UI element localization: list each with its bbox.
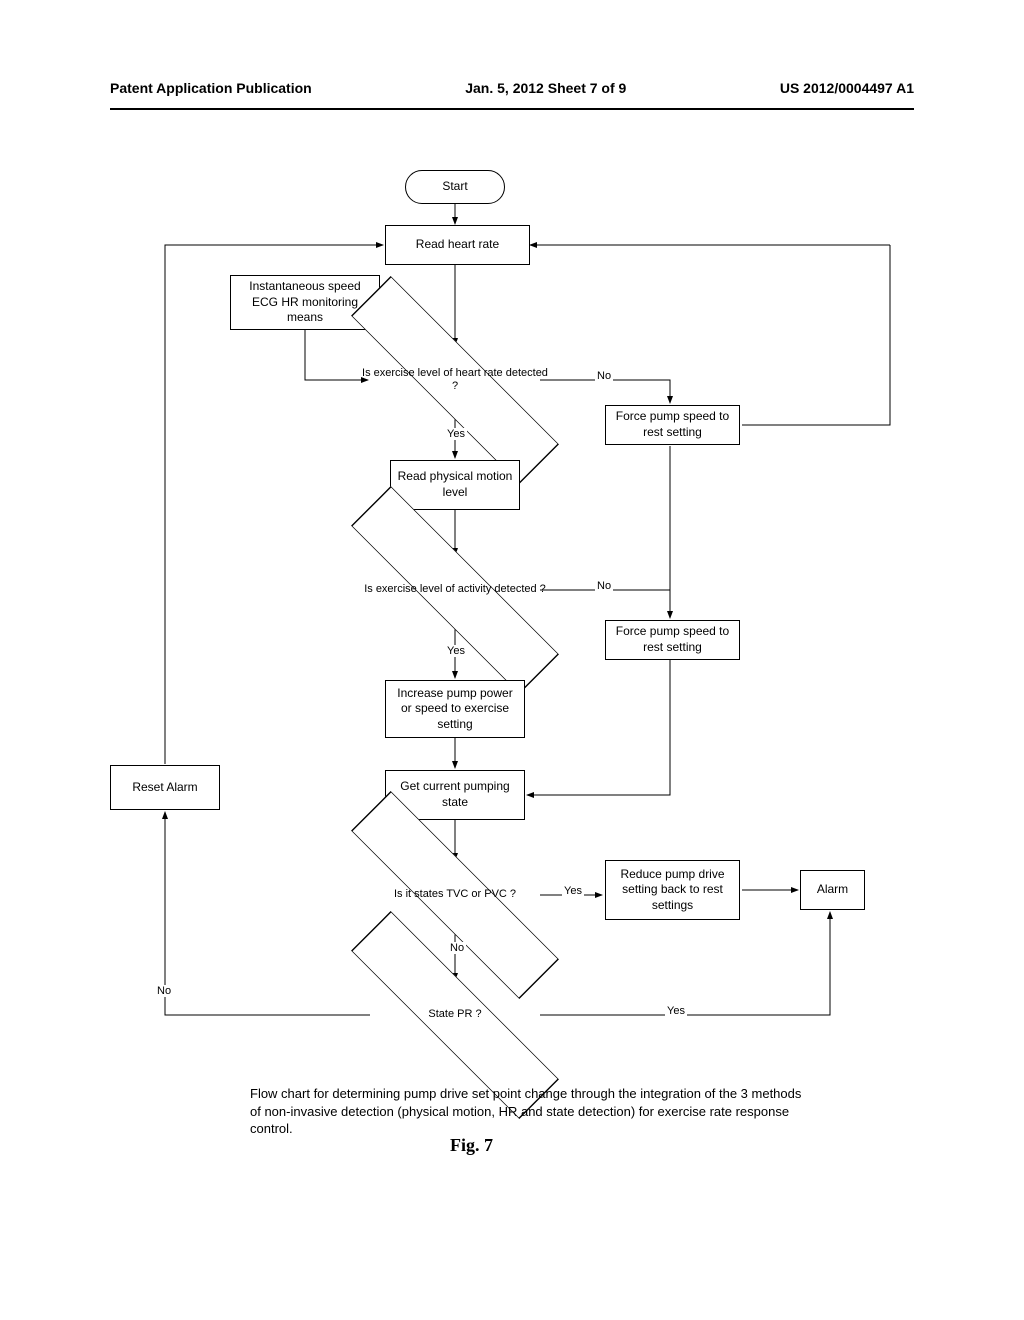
alarm-label: Alarm [817,882,848,898]
label-no-2: No [595,580,613,592]
label-yes-2: Yes [445,645,467,657]
pr-decision-label: State PR ? [360,975,550,1055]
hr-decision: Is exercise level of heart rate detected… [370,340,540,420]
hr-decision-label: Is exercise level of heart rate detected… [360,340,550,420]
force1-label: Force pump speed to rest setting [612,409,733,440]
label-no-3: No [448,942,466,954]
alarm-node: Alarm [800,870,865,910]
activity-decision: Is exercise level of activity detected ? [370,550,540,630]
force2-node: Force pump speed to rest setting [605,620,740,660]
reduce-node: Reduce pump drive setting back to rest s… [605,860,740,920]
increase-node: Increase pump power or speed to exercise… [385,680,525,738]
flowchart: Start Read heart rate Instantaneous spee… [110,160,910,1160]
hr-means-label: Instantaneous speed ECG HR monitoring me… [237,279,373,326]
label-yes-4: Yes [665,1005,687,1017]
label-no-4: No [155,985,173,997]
read-hr-node: Read heart rate [385,225,530,265]
header-center: Jan. 5, 2012 Sheet 7 of 9 [465,80,626,96]
page-header: Patent Application Publication Jan. 5, 2… [110,80,914,110]
start-label: Start [442,179,467,195]
start-node: Start [405,170,505,204]
figure-caption: Flow chart for determining pump drive se… [250,1085,810,1138]
activity-decision-label: Is exercise level of activity detected ? [360,550,550,630]
pr-decision: State PR ? [370,975,540,1055]
label-no-1: No [595,370,613,382]
reset-node: Reset Alarm [110,765,220,810]
force2-label: Force pump speed to rest setting [612,624,733,655]
header-left: Patent Application Publication [110,80,312,96]
reset-label: Reset Alarm [132,780,197,796]
label-yes-3: Yes [562,885,584,897]
get-state-label: Get current pumping state [392,779,518,810]
increase-label: Increase pump power or speed to exercise… [392,686,518,733]
reduce-label: Reduce pump drive setting back to rest s… [612,867,733,914]
read-motion-label: Read physical motion level [397,469,513,500]
force1-node: Force pump speed to rest setting [605,405,740,445]
label-yes-1: Yes [445,428,467,440]
read-motion-node: Read physical motion level [390,460,520,510]
header-right: US 2012/0004497 A1 [780,80,914,96]
figure-number: Fig. 7 [450,1135,493,1156]
read-hr-label: Read heart rate [416,237,499,253]
